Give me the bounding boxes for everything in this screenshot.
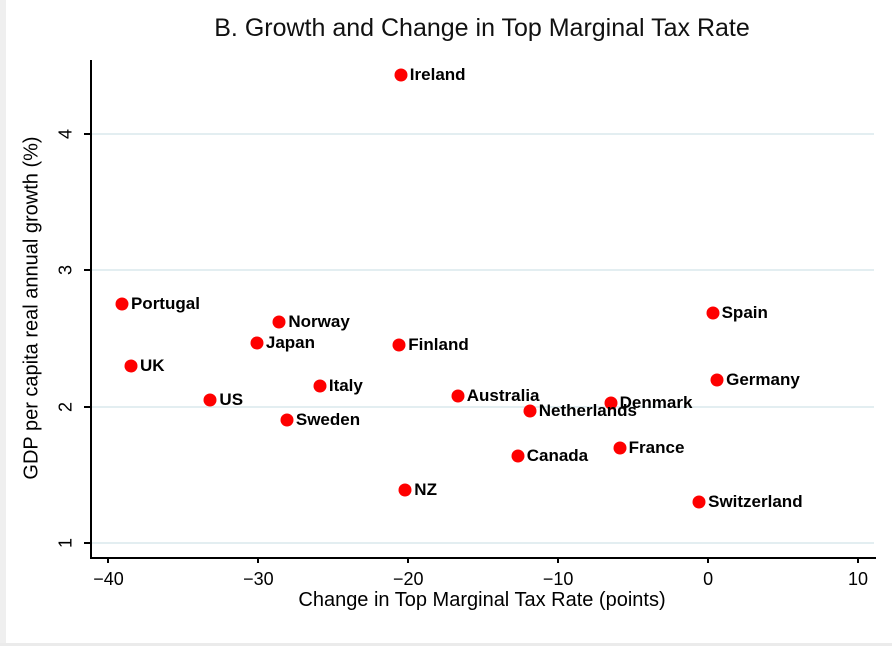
data-point-marker — [272, 315, 286, 329]
y-axis-tick-label: 1 — [55, 538, 76, 549]
x-axis-tick-label: −10 — [542, 569, 574, 589]
window-edge-bottom — [0, 643, 892, 646]
y-gridline — [92, 405, 874, 408]
x-axis-tick — [557, 557, 560, 563]
data-point-marker — [613, 441, 627, 455]
x-axis-tick-label: −20 — [393, 569, 424, 589]
data-point-marker — [280, 413, 294, 427]
data-point-label: Spain — [721, 302, 768, 322]
data-point-marker — [511, 449, 525, 463]
data-point-marker — [692, 495, 706, 509]
data-point-marker — [451, 389, 465, 403]
x-axis-tick — [707, 557, 710, 563]
x-axis-tick-label: 0 — [703, 569, 714, 589]
data-point-marker — [203, 393, 217, 407]
data-point-label: Germany — [726, 369, 800, 389]
x-axis-tick — [857, 557, 859, 563]
data-point-marker — [398, 483, 412, 497]
x-axis-tick-label: −40 — [93, 569, 124, 589]
y-gridline — [92, 542, 874, 545]
data-point-marker — [394, 68, 408, 82]
data-point-label: Finland — [408, 335, 469, 355]
x-axis-tick — [107, 557, 110, 563]
data-point-label: Sweden — [295, 410, 361, 430]
y-axis-tick — [84, 405, 90, 408]
x-axis-tick-label: 10 — [847, 569, 869, 589]
x-axis-tick — [407, 557, 410, 563]
data-point-label: Netherlands — [538, 400, 637, 420]
chart-title: B. Growth and Change in Top Marginal Tax… — [214, 14, 750, 42]
y-axis-tick — [84, 269, 90, 272]
data-point-label: Australia — [466, 385, 540, 405]
data-point-label: NZ — [414, 480, 437, 500]
data-point-marker — [115, 297, 129, 311]
data-point-marker — [604, 396, 618, 410]
data-point-label: Italy — [328, 376, 363, 396]
data-point-label: Japan — [265, 332, 316, 352]
data-point-label: Canada — [526, 445, 589, 465]
data-point-marker — [250, 336, 264, 350]
data-point-label: France — [628, 437, 685, 457]
y-axis-tick-label: 3 — [55, 265, 76, 276]
y-axis-title: GDP per capita real annual growth (%) — [20, 136, 43, 480]
data-point-label: Denmark — [619, 392, 693, 412]
data-point-marker — [706, 306, 720, 320]
data-point-marker — [710, 373, 724, 386]
data-point-label: Norway — [288, 312, 350, 332]
data-point-label: Portugal — [130, 294, 200, 314]
y-axis-tick — [84, 542, 90, 545]
y-gridline — [92, 132, 874, 135]
data-point-label: UK — [139, 355, 165, 375]
y-axis-tick-label: 4 — [55, 128, 76, 139]
data-point-label: Ireland — [409, 65, 466, 85]
y-gridline — [92, 269, 874, 272]
data-point-marker — [523, 404, 537, 418]
x-axis-tick-label: −30 — [243, 569, 274, 589]
plot-area: −40 −30 −20 −10 0 10 1 2 3 4 Ireland Portugal Spain N… — [56, 60, 876, 589]
data-point-marker — [392, 338, 406, 352]
data-point-label: US — [219, 389, 244, 409]
data-point-marker — [313, 379, 327, 393]
y-axis-tick — [84, 132, 90, 135]
x-axis-title: Change in Top Marginal Tax Rate (points) — [298, 589, 666, 611]
x-axis-tick — [257, 557, 260, 563]
window-edge-left — [0, 0, 6, 646]
data-point-marker — [124, 359, 138, 373]
data-point-label: Switzerland — [708, 492, 803, 512]
y-axis-tick-label: 2 — [55, 401, 76, 412]
